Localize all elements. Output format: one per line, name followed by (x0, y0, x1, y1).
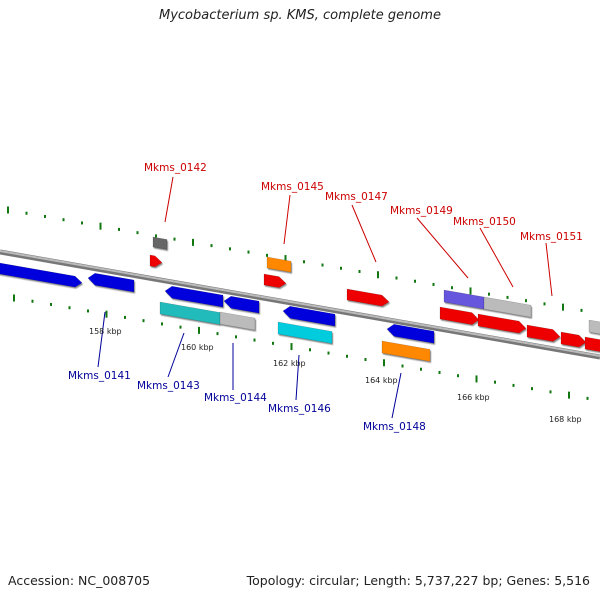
ruler-164: 164 kbp (365, 376, 398, 385)
label-mkms-0150: Mkms_0150 (453, 216, 516, 228)
gene-mkms-0148-orange[interactable] (381, 340, 431, 362)
gene-mkms-0145-orange[interactable] (266, 256, 292, 273)
ruler-160: 160 kbp (181, 343, 214, 352)
gene-mkms-0142[interactable] (149, 254, 163, 268)
gene-mkms-0143b[interactable] (223, 295, 260, 314)
leader-mkms-0141 (97, 311, 106, 368)
gene-mkms-0149[interactable] (439, 306, 480, 325)
gene-mkms-0151[interactable] (526, 324, 561, 342)
gene-mkms-0143[interactable] (164, 285, 224, 308)
gene-mkms-0145[interactable] (263, 273, 287, 288)
gene-mkms-0144-grey[interactable] (219, 311, 256, 331)
label-mkms-0151: Mkms_0151 (520, 231, 583, 243)
gene-mkms-0146[interactable] (282, 305, 336, 327)
gene-mkms-0148[interactable] (386, 323, 435, 344)
leader-mkms-0147 (351, 204, 377, 263)
leader-mkms-0151 (545, 242, 553, 297)
ruler-158: 158 kbp (89, 327, 122, 336)
gene-mkms-0146-cyan[interactable] (277, 321, 333, 344)
ruler-162: 162 kbp (273, 359, 306, 368)
leader-mkms-0148 (391, 372, 402, 419)
label-mkms-0147: Mkms_0147 (325, 191, 388, 203)
gene-mkms-0141a[interactable] (0, 262, 83, 288)
gene-mkms-0141b[interactable] (87, 272, 135, 293)
label-mkms-0145: Mkms_0145 (261, 181, 324, 193)
label-mkms-0146: Mkms_0146 (268, 403, 331, 415)
leader-mkms-0145 (283, 194, 291, 245)
gene-grey-right[interactable] (588, 319, 600, 336)
gene-mkms-0143-cyan[interactable] (159, 301, 221, 325)
ruler-168: 168 kbp (549, 415, 582, 424)
gene-mkms-0150-grey[interactable] (483, 296, 532, 318)
gene-mkms-0150[interactable] (477, 313, 527, 334)
map-title: Mycobacterium sp. KMS, complete genome (159, 8, 441, 23)
genome-backbone (0, 249, 600, 360)
inner-tick-row (13, 294, 589, 400)
genome-summary: Topology: circular; Length: 5,737,227 bp… (246, 573, 590, 588)
gene-mkms-0152[interactable] (584, 336, 600, 352)
gene-mkms-0149-purple[interactable] (443, 289, 485, 310)
label-mkms-0141: Mkms_0141 (68, 370, 131, 382)
gene-mkms-0142-grey[interactable] (152, 236, 168, 250)
gene-mkms-0147[interactable] (346, 288, 390, 307)
leader-mkms-0143 (167, 332, 185, 378)
accession-text: Accession: NC_008705 (8, 573, 151, 588)
label-mkms-0149: Mkms_0149 (390, 205, 453, 217)
ruler-166: 166 kbp (457, 393, 490, 402)
label-mkms-0148: Mkms_0148 (363, 421, 426, 433)
leader-mkms-0146 (295, 354, 300, 401)
label-mkms-0142: Mkms_0142 (144, 162, 207, 174)
leader-mkms-0142 (164, 176, 174, 223)
gene-mkms-0151b[interactable] (560, 331, 587, 348)
label-mkms-0143: Mkms_0143 (137, 380, 200, 392)
leader-mkms-0149 (416, 217, 469, 279)
leader-mkms-0150 (479, 227, 514, 288)
label-mkms-0144: Mkms_0144 (204, 392, 267, 404)
